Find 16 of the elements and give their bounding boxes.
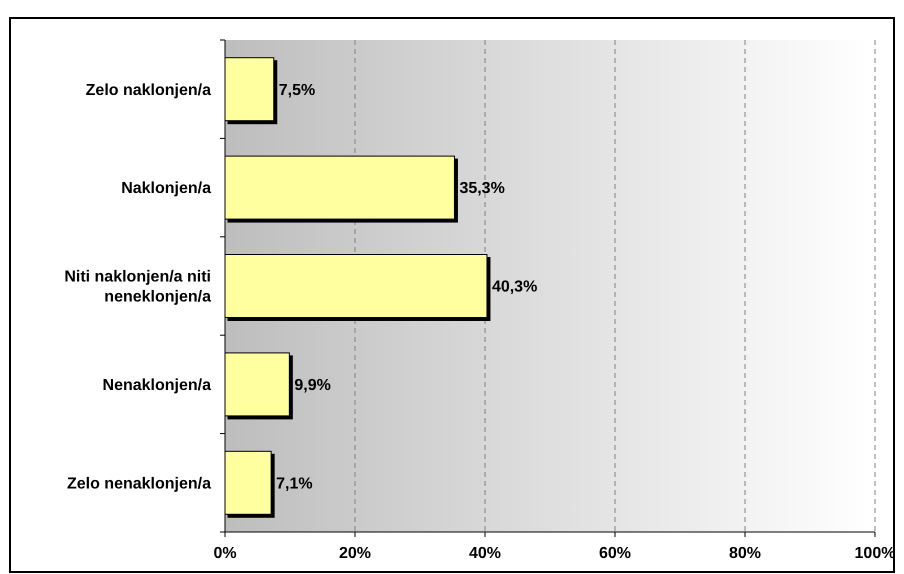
x-tick-label: 100% <box>854 545 896 562</box>
data-label: 7,5% <box>278 82 316 99</box>
x-tick-label: 80% <box>728 545 762 562</box>
x-tick-label: 20% <box>338 545 372 562</box>
y-tick-label: Zelo naklonjen/a <box>86 82 212 99</box>
data-label: 40,3% <box>492 278 538 296</box>
data-label: 7,1% <box>276 475 313 492</box>
y-tick-label: Zelo nenaklonjen/a <box>66 475 212 492</box>
x-tick-label: 40% <box>468 545 502 562</box>
x-tick-label: 0% <box>213 545 237 562</box>
y-tick-label: Niti naklonjen/a niti neneklonjen/a <box>64 268 212 306</box>
x-tick-label: 60% <box>598 545 632 562</box>
y-tick-label: Nenaklonjen/a <box>102 377 212 394</box>
y-tick-label: Naklonjen/a <box>121 180 212 198</box>
data-label: 35,3% <box>459 180 505 198</box>
data-label: 9,9% <box>294 377 331 394</box>
